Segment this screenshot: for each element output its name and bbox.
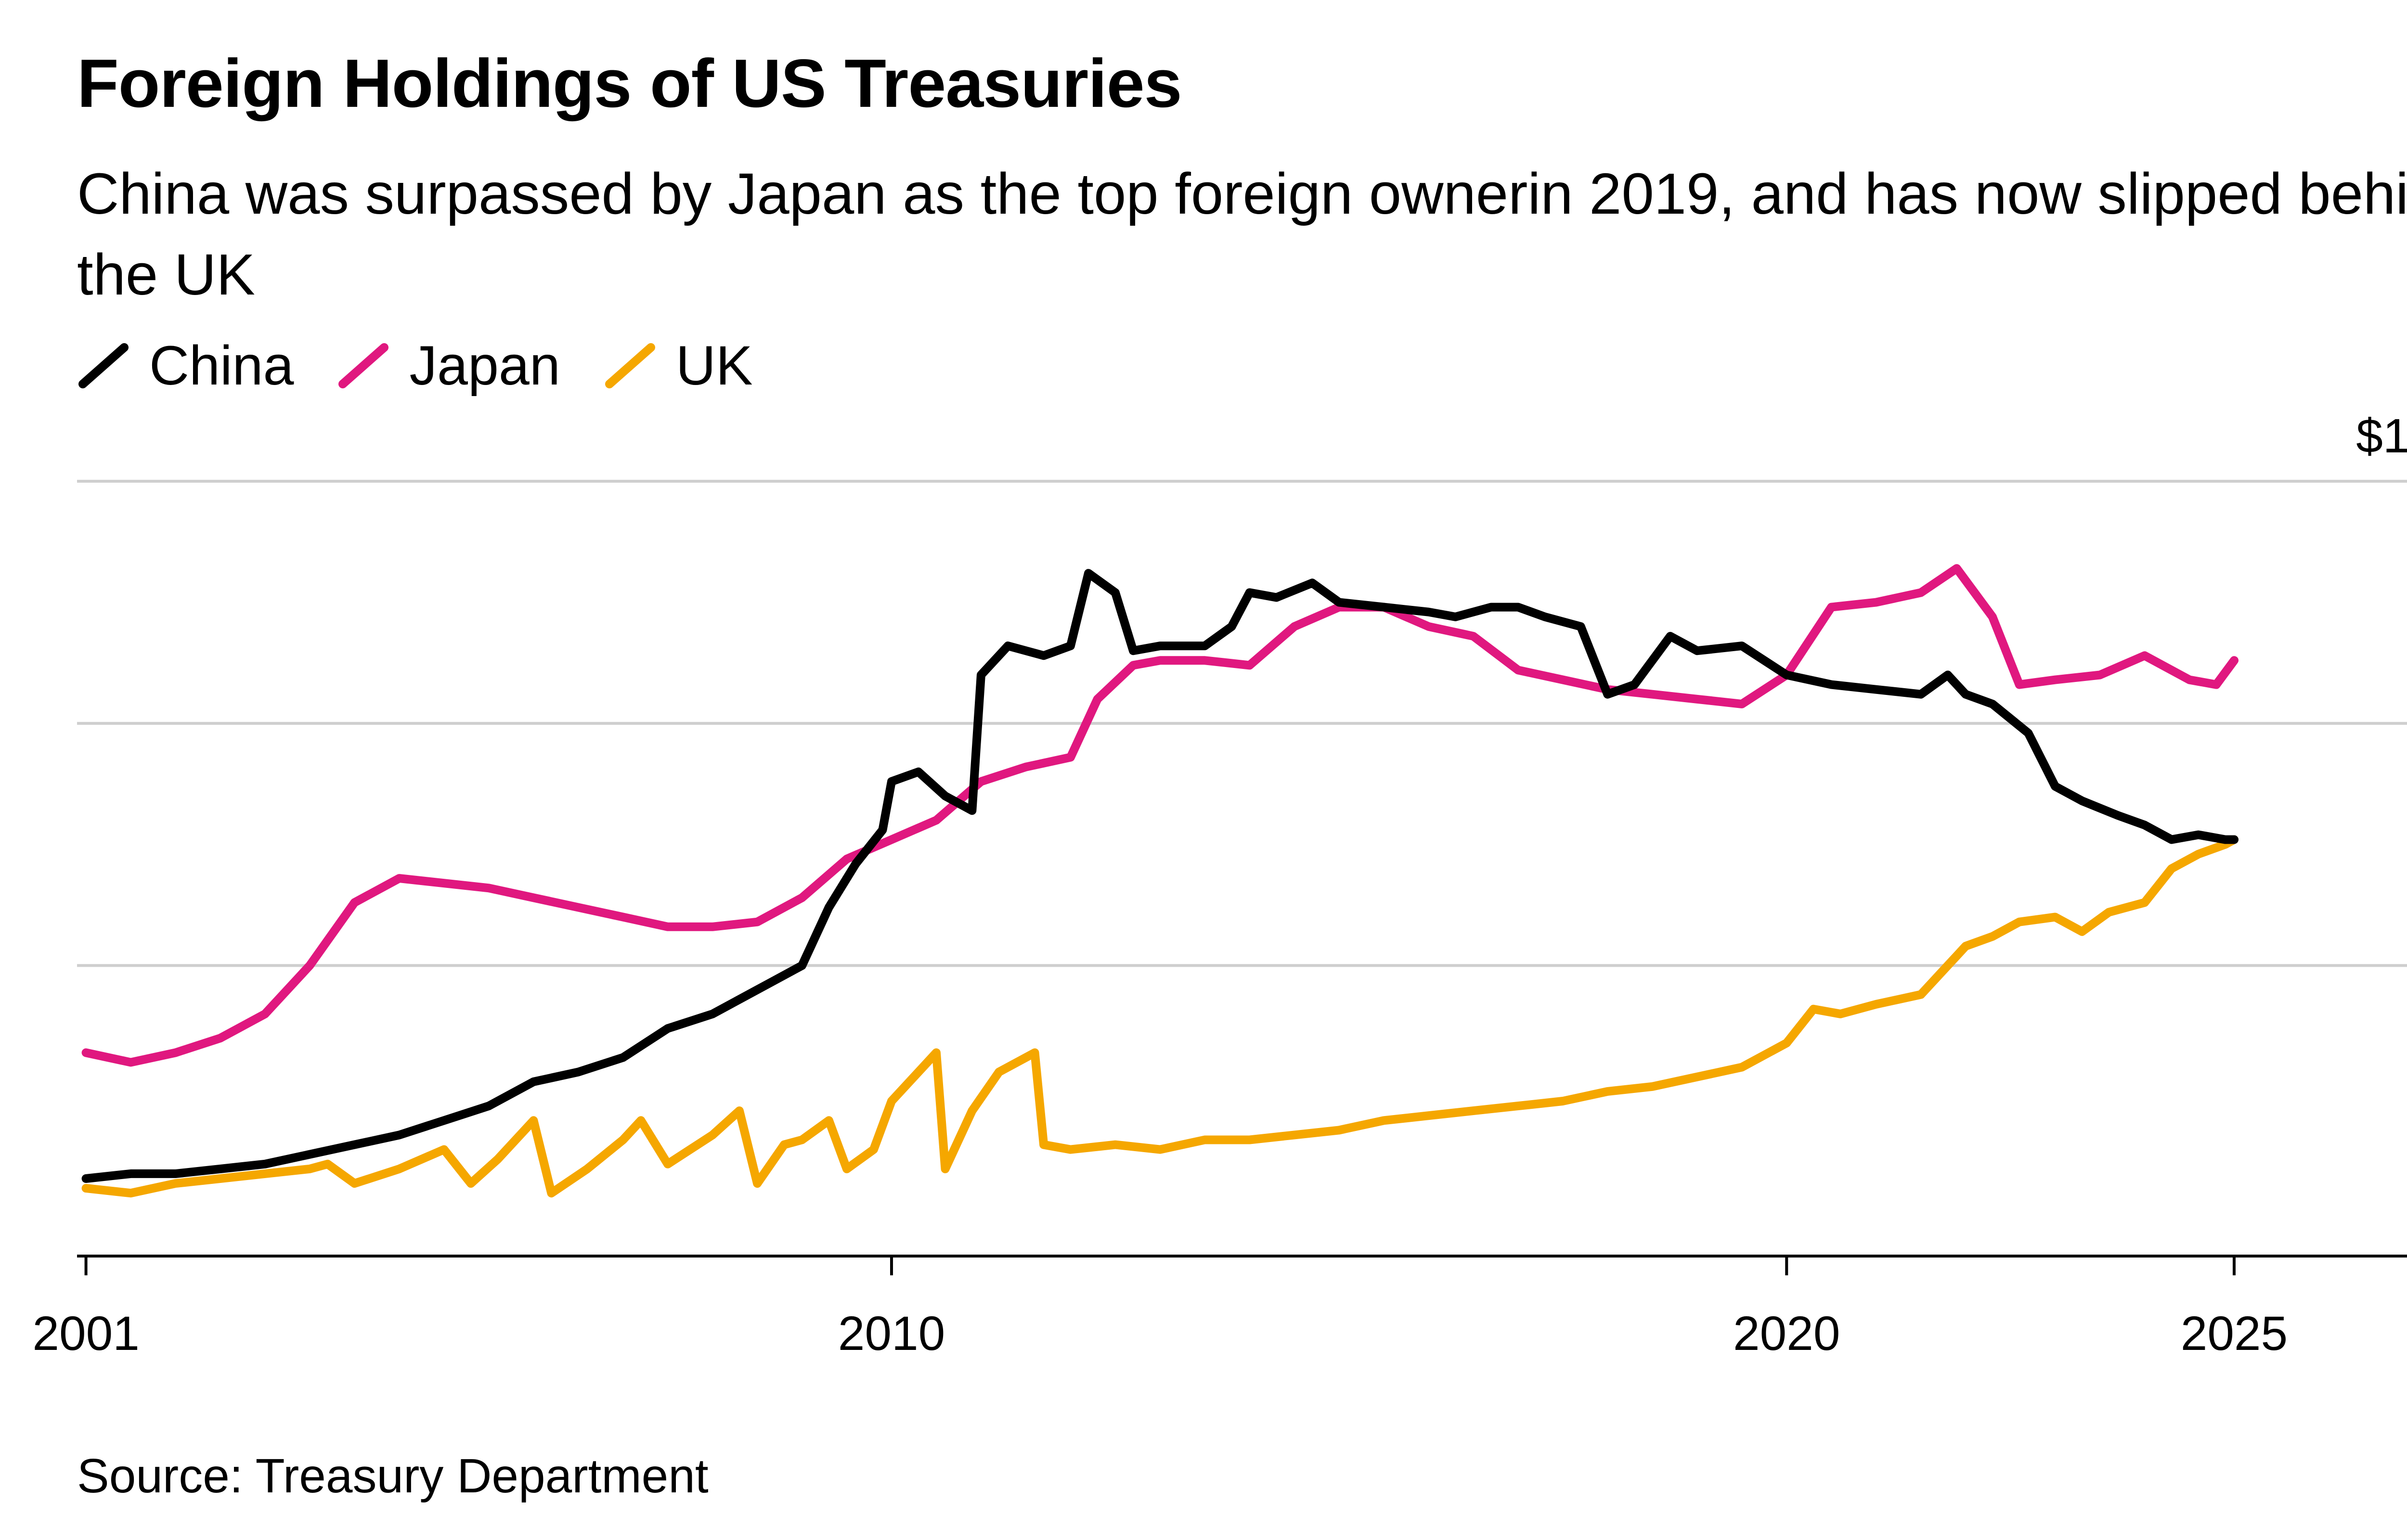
source-note: Source: Treasury Department bbox=[77, 1449, 709, 1503]
chart-subtitle: China was surpassed by Japan as the top … bbox=[77, 161, 2407, 307]
legend-label-china: China bbox=[149, 335, 294, 397]
legend-swatch-uk bbox=[605, 343, 655, 388]
legend-swatch-china bbox=[78, 343, 129, 388]
legend-label-japan: Japan bbox=[409, 335, 560, 397]
x-tick-label-1: 2010 bbox=[838, 1307, 945, 1360]
legend-swatch-japan bbox=[338, 343, 389, 388]
chart-title: Foreign Holdings of US Treasuries bbox=[77, 45, 1182, 122]
x-tick-label-2: 2020 bbox=[1733, 1307, 1840, 1360]
series-line-japan bbox=[81, 564, 2239, 1067]
x-tick-label-0: 2001 bbox=[32, 1307, 139, 1360]
legend-label-uk: UK bbox=[675, 335, 753, 397]
legend-item-china: China bbox=[77, 334, 294, 398]
legend-item-uk: UK bbox=[604, 334, 753, 398]
legend-item-japan: Japan bbox=[337, 334, 560, 398]
series-line-china bbox=[81, 569, 2239, 1183]
chart-legend: China Japan UK bbox=[77, 330, 796, 402]
y-tick-label-3: $1.5T bbox=[2356, 409, 2407, 463]
series-line-uk bbox=[81, 835, 2239, 1198]
x-tick-label-3: 2025 bbox=[2181, 1307, 2288, 1360]
